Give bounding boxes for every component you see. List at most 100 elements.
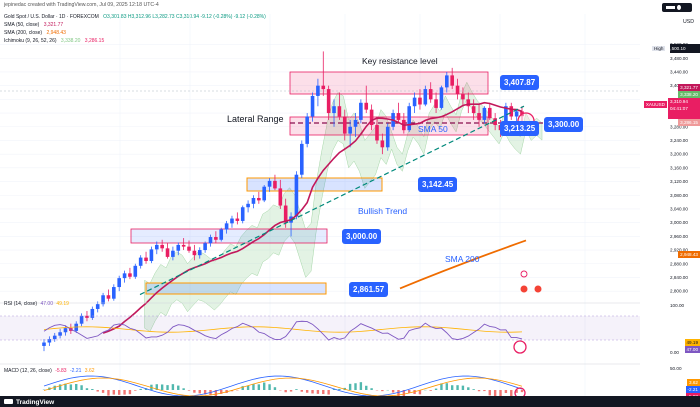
macd-hist-bar [241,386,244,390]
ichimoku2-price-tag: 3,286.15 [678,119,700,126]
rsi-line [43,320,523,341]
candle-body [240,207,245,221]
flag-icon-1 [520,285,528,293]
candle-body [385,126,390,148]
event-marker [520,270,528,278]
macd-hist-bar [273,387,277,390]
macd-hist-bar [182,388,185,390]
macd-hist-bar [193,390,196,393]
ichimoku-band [144,81,543,332]
macd-hist-bar [257,384,261,390]
rsi-legend[interactable]: RSI (14, close) 47.00 49.19 [4,301,69,307]
macd-hist-bar [483,390,486,392]
macd-hist-bar [85,388,89,390]
macd-hist-bar [477,390,481,392]
sma200-price-tag: 2,948.43 [678,251,700,258]
macd-hist-bar [450,385,454,390]
candle-body [144,257,148,262]
macd-hist-bar [75,383,78,390]
macd-hist-bar [220,390,223,394]
macd-hist-bar [295,389,298,390]
macd-hist-bar [445,383,449,390]
sma200-path [399,239,527,290]
macd-hist-bar [289,390,293,392]
candle-body [487,107,492,119]
price-axis-label: 2,840.00 [670,275,688,280]
macd-hist-bar [107,390,110,396]
zone-2861 [145,282,327,295]
candle-body [122,273,127,279]
lateral-range-label: Lateral Range [227,114,284,124]
macd-hist-bar [429,390,432,391]
candle-body [380,140,385,148]
candle-body [246,203,250,208]
macd-hist-bar [348,383,352,390]
price-axis-label: 3,040.00 [670,206,688,211]
rsi-band [0,316,640,340]
candle-body [493,118,497,126]
candle-body [219,229,224,240]
key-resistance-label: Key resistance level [362,56,438,66]
candle-body [369,109,374,126]
flag-icon-2 [534,285,542,293]
candle-body [434,99,438,108]
candle-body [364,102,369,110]
symbol-line[interactable]: Gold Spot / U.S. Dollar · 1D · FOREXCOM … [4,14,266,20]
candle-body [299,143,304,175]
candle-body [149,249,154,262]
macd-hist-bar [203,390,207,395]
candle-body [418,97,422,105]
last-price-tag: 3,310.94 04:41:07 [668,98,700,119]
candle-body [477,113,481,120]
candle-body [42,342,46,346]
candle-body [128,273,132,277]
candle-body [52,335,57,340]
price-axis-label: 3,120.00 [670,179,688,184]
candle-body [63,328,68,333]
macd-hist-bar [402,390,406,398]
price-badge-2861: 2,861.57 [349,282,389,297]
macd-hist-bar [440,383,443,390]
macd-signal-tag: 3.62 [687,379,700,386]
macd-hist-bar [467,387,470,390]
macd-hist-bar [365,385,368,390]
price-badge-3300: 3,300.00 [544,117,584,132]
candle-body [197,250,202,256]
candle-body [257,197,261,201]
candle-body [439,87,444,108]
bullish-trend-label: Bullish Trend [358,206,408,216]
macd-hist-bar [155,384,158,390]
price-axis-label: 2,960.00 [670,234,688,239]
symbol-tag: XAUUSD [643,101,667,108]
rsi-tag: 47.00 [684,346,700,353]
macd-hist-bar [80,385,83,390]
macd-axis-label: 50.00 [670,366,682,371]
rsi-ma-line [43,326,523,333]
candle-body [461,94,465,100]
candle-body [117,278,121,288]
macd-hist-bar [91,389,94,390]
ichimoku-legend[interactable]: Ichimoku (9, 26, 52, 26) 3,338.20 3,286.… [4,38,105,44]
macd-legend[interactable]: MACD (12, 26, close) -5.83 -2.21 3.62 [4,368,95,374]
macd-hist-bar [53,385,56,390]
signal-line [43,377,523,397]
candle-body [273,180,277,189]
macd-hist-bar [338,388,341,390]
sma200-legend[interactable]: SMA (200, close) 2,948.43 [4,30,66,36]
sma50-legend[interactable]: SMA (50, close) 3,321.77 [4,22,64,28]
candles [42,51,524,352]
candle-body [310,95,315,117]
macd-hist-bar [418,390,422,395]
candle-body [208,237,213,244]
price-axis-label: 3,280.00 [670,124,688,129]
candle-body [224,223,229,230]
price-axis-label: 3,200.00 [670,152,688,157]
macd-hist-bar [160,384,164,390]
macd-hist-bar [101,390,105,393]
candle-body [262,186,267,201]
candle-body [235,218,240,221]
candle-body [337,106,342,117]
candle-body [353,119,358,127]
sma200-label: SMA 200 [445,254,480,264]
